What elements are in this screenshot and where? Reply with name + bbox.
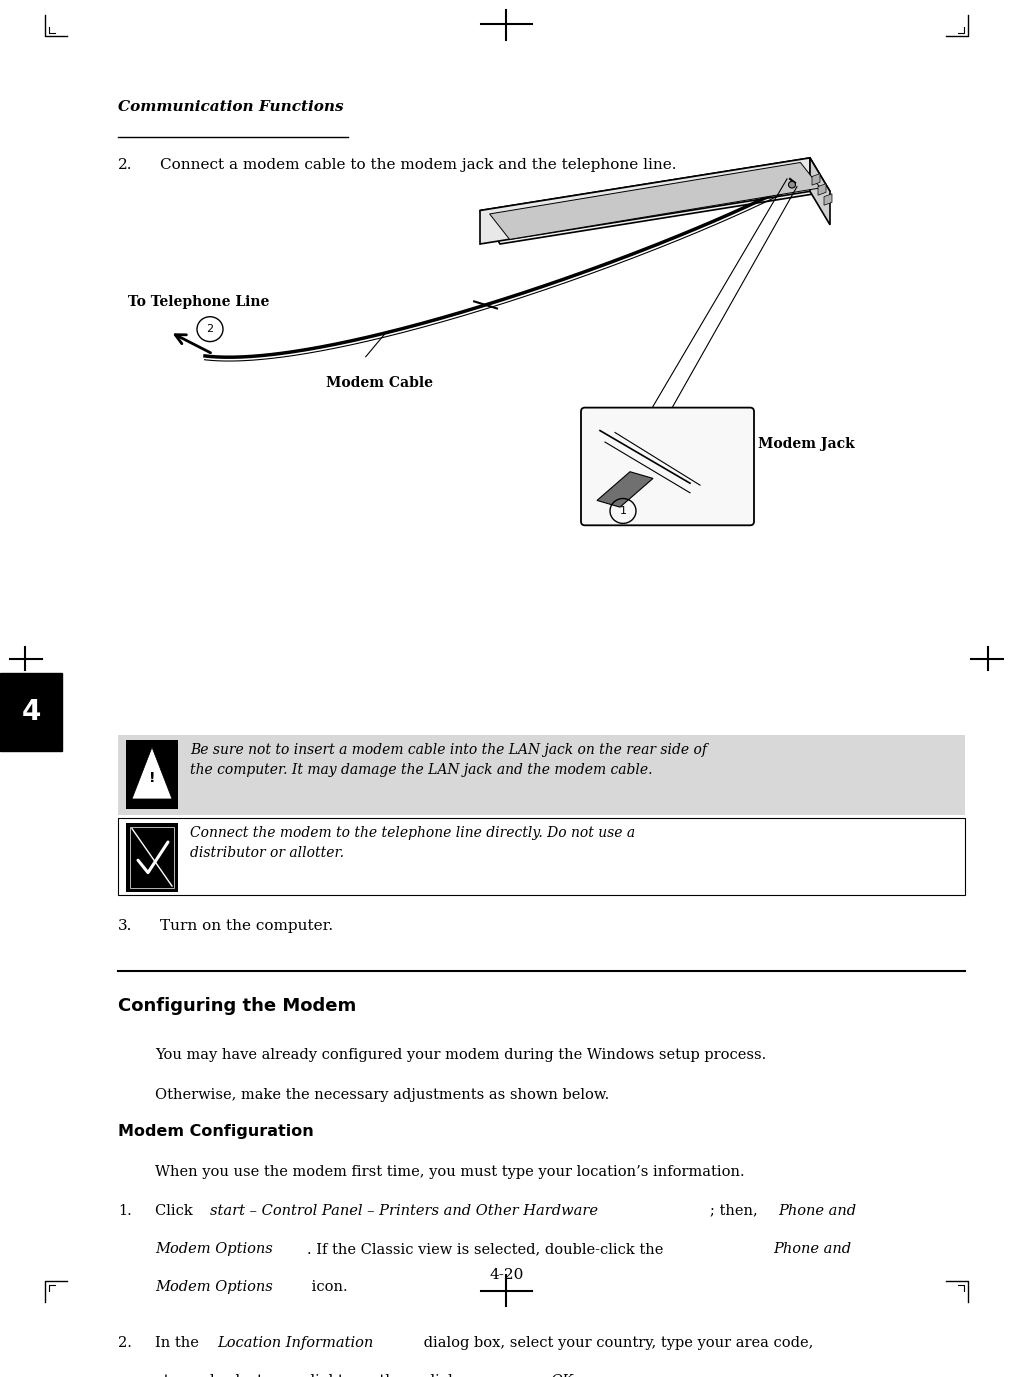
Bar [118,818,965,895]
Text: Modem Cable: Modem Cable [326,376,433,390]
Text: icon.: icon. [307,1281,347,1294]
Text: Configuring the Modem: Configuring the Modem [118,997,357,1015]
Text: 4: 4 [21,698,41,726]
Text: 2: 2 [207,324,214,335]
Text: 2.: 2. [118,1336,132,1349]
Polygon shape [812,174,820,185]
Text: In the: In the [155,1336,204,1349]
Text: Communication Functions: Communication Functions [118,101,343,114]
Text: !: ! [149,771,155,785]
Text: Otherwise, make the necessary adjustments as shown below.: Otherwise, make the necessary adjustment… [155,1088,609,1102]
Text: 1.: 1. [118,1203,132,1217]
Text: 1: 1 [620,505,626,516]
Text: start – Control Panel – Printers and Other Hardware: start – Control Panel – Printers and Oth… [210,1203,598,1217]
Text: dialog box, select your country, type your area code,: dialog box, select your country, type yo… [419,1336,813,1349]
Polygon shape [824,194,832,205]
Bar [130,826,174,888]
Polygon shape [489,162,821,240]
Text: Connect a modem cable to the modem jack and the telephone line.: Connect a modem cable to the modem jack … [160,158,677,172]
Polygon shape [480,158,810,244]
Bar [126,823,178,892]
Text: 4-20: 4-20 [489,1268,524,1282]
Text: Turn on the computer.: Turn on the computer. [160,918,333,932]
Text: When you use the modem first time, you must type your location’s information.: When you use the modem first time, you m… [155,1165,745,1180]
FancyBboxPatch shape [581,408,754,525]
Text: Modem Options: Modem Options [155,1242,272,1256]
Text: Be sure not to insert a modem cable into the LAN jack on the rear side of
the co: Be sure not to insert a modem cable into… [190,742,707,777]
Text: .: . [580,1374,585,1377]
Polygon shape [132,748,172,799]
Text: Modem Jack: Modem Jack [758,438,855,452]
Text: Phone and: Phone and [773,1242,851,1256]
Bar [0,672,62,750]
Circle shape [788,182,795,189]
Text: Modem Options: Modem Options [155,1281,272,1294]
Text: ; then,: ; then, [710,1203,763,1217]
Bar [126,739,178,808]
Text: . If the Classic view is selected, double-click the: . If the Classic view is selected, doubl… [307,1242,668,1256]
Text: Phone and: Phone and [778,1203,856,1217]
Text: To Telephone Line: To Telephone Line [128,295,269,308]
Text: etc. and select your dial type; then, click: etc. and select your dial type; then, cl… [155,1374,462,1377]
Text: Modem Configuration: Modem Configuration [118,1124,314,1139]
Polygon shape [480,158,830,244]
Text: Click: Click [155,1203,198,1217]
Polygon shape [810,158,830,224]
Polygon shape [597,472,653,507]
Text: 3.: 3. [118,918,133,932]
Text: Location Information: Location Information [218,1336,374,1349]
Polygon shape [819,183,826,196]
Bar [118,735,965,815]
Text: Connect the modem to the telephone line directly. Do not use a
distributor or al: Connect the modem to the telephone line … [190,826,635,859]
Text: OK: OK [551,1374,573,1377]
Text: You may have already configured your modem during the Windows setup process.: You may have already configured your mod… [155,1048,766,1062]
Text: 2.: 2. [118,158,133,172]
